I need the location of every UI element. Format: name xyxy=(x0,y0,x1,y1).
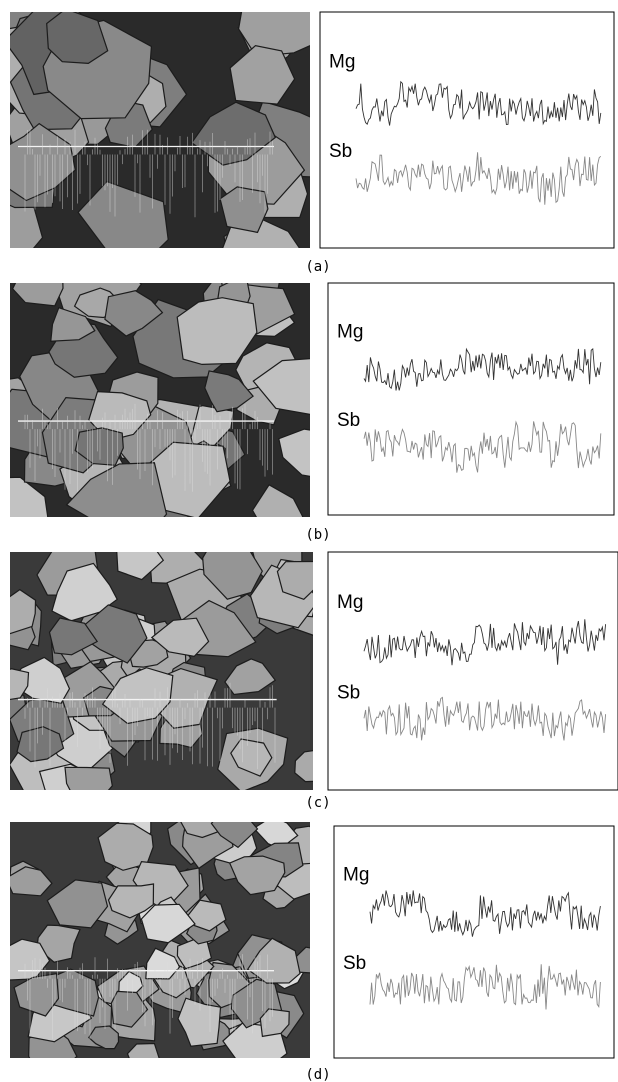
sem-content xyxy=(0,240,338,545)
line-scan-frame xyxy=(328,552,618,790)
element-label: Sb xyxy=(337,682,360,703)
element-label: Mg xyxy=(329,52,355,73)
panel-caption: (a) xyxy=(305,259,330,275)
element-label: Mg xyxy=(337,592,363,613)
sem-image xyxy=(0,0,332,282)
element-label: Mg xyxy=(337,322,363,343)
particle xyxy=(0,205,43,260)
line-scan-frame xyxy=(334,826,614,1058)
particle xyxy=(128,1044,161,1073)
panel-caption: (b) xyxy=(305,527,330,543)
panel-caption: (c) xyxy=(305,795,330,811)
element-label: Sb xyxy=(329,141,352,162)
panel-caption: (d) xyxy=(305,1067,330,1082)
sem-content xyxy=(0,804,325,1075)
line-scan-frame xyxy=(320,12,614,248)
sem-image xyxy=(0,531,335,816)
sem-content xyxy=(0,0,332,282)
element-label: Sb xyxy=(337,410,360,431)
element-label: Sb xyxy=(343,953,366,974)
line-scan-frame xyxy=(328,283,614,515)
element-label: Mg xyxy=(343,865,369,886)
particle xyxy=(0,590,35,635)
sem-content xyxy=(0,531,335,816)
sem-image xyxy=(0,240,338,545)
sem-image xyxy=(0,804,325,1075)
particle xyxy=(65,767,112,806)
particle xyxy=(220,187,268,233)
page: {"panels": [ {"label": "(a)", "elements"… xyxy=(0,0,618,1082)
figure: Mg Sb (a) Mg Sb (b) Mg Sb (c) Mg Sb (d) xyxy=(0,0,618,1082)
